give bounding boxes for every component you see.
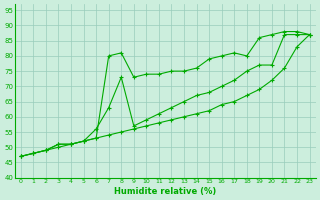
X-axis label: Humidite relative (%): Humidite relative (%)	[114, 187, 216, 196]
